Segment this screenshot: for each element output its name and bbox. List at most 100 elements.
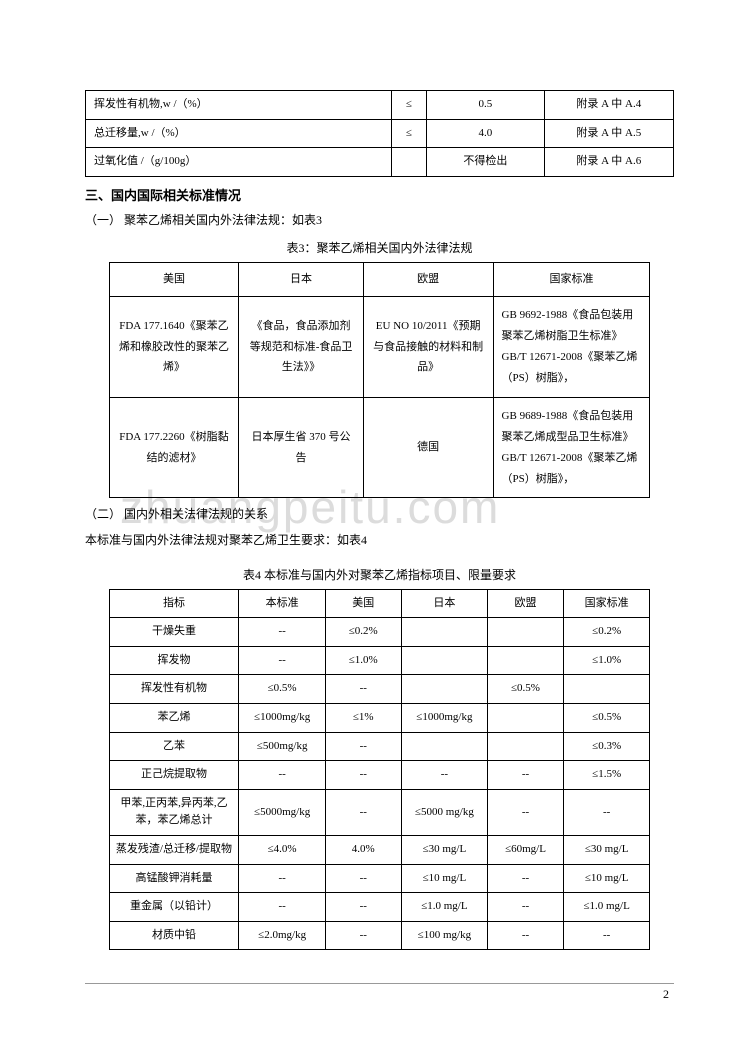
cell: -- xyxy=(239,864,326,893)
table-row: 挥发性有机物,w /（%）≤0.5附录 A 中 A.4 xyxy=(86,91,674,120)
cell-indicator: 高锰酸钾消耗量 xyxy=(109,864,239,893)
table-row: 高锰酸钾消耗量----≤10 mg/L--≤10 mg/L xyxy=(109,864,650,893)
header-cell: 本标准 xyxy=(239,589,326,618)
cell: -- xyxy=(325,761,401,790)
cell: ≤30 mg/L xyxy=(563,835,650,864)
cell: -- xyxy=(239,761,326,790)
header-cell: 欧盟 xyxy=(488,589,564,618)
cell-indicator: 乙苯 xyxy=(109,732,239,761)
cell: -- xyxy=(488,921,564,950)
table-row: FDA 177.1640《聚苯乙烯和橡胶改性的聚苯乙烯》《食品，食品添加剂等规范… xyxy=(109,297,650,398)
cell: -- xyxy=(325,864,401,893)
cell: -- xyxy=(239,618,326,647)
table-row: 总迁移量,w /（%）≤4.0附录 A 中 A.5 xyxy=(86,119,674,148)
para-3-3: 本标准与国内外法律法规对聚苯乙烯卫生要求：如表4 xyxy=(85,530,674,552)
para-3-2: （二） 国内外相关法律法规的关系 xyxy=(85,504,674,526)
cell-indicator: 材质中铅 xyxy=(109,921,239,950)
cell: FDA 177.1640《聚苯乙烯和橡胶改性的聚苯乙烯》 xyxy=(109,297,239,398)
table4-caption: 表4 本标准与国内外对聚苯乙烯指标项目、限量要求 xyxy=(85,566,674,583)
header-cell: 国家标准 xyxy=(493,263,650,297)
table-row: 苯乙烯≤1000mg/kg≤1%≤1000mg/kg≤0.5% xyxy=(109,703,650,732)
cell xyxy=(401,675,488,704)
cell: EU NO 10/2011《预期与食品接触的材料和制品》 xyxy=(363,297,493,398)
cell: ≤2.0mg/kg xyxy=(239,921,326,950)
cell: ≤0.5% xyxy=(488,675,564,704)
cell: -- xyxy=(325,789,401,835)
cell: ≤5000mg/kg xyxy=(239,789,326,835)
cell: -- xyxy=(239,893,326,922)
cell: -- xyxy=(488,761,564,790)
cell: GB 9692-1988《食品包装用聚苯乙烯树脂卫生标准》GB/T 12671-… xyxy=(493,297,650,398)
cell-value: 0.5 xyxy=(427,91,545,120)
cell-ref: 附录 A 中 A.5 xyxy=(544,119,673,148)
cell: 4.0% xyxy=(325,835,401,864)
cell: ≤1.0 mg/L xyxy=(563,893,650,922)
cell: ≤0.5% xyxy=(239,675,326,704)
cell: ≤0.3% xyxy=(563,732,650,761)
cell: ≤1.5% xyxy=(563,761,650,790)
cell xyxy=(488,646,564,675)
page-number: 2 xyxy=(663,987,669,1002)
cell: -- xyxy=(325,893,401,922)
cell: -- xyxy=(563,789,650,835)
cell: ≤0.2% xyxy=(325,618,401,647)
cell: -- xyxy=(488,864,564,893)
cell xyxy=(488,703,564,732)
table-row: 过氧化值 /（g/100g）不得检出附录 A 中 A.6 xyxy=(86,148,674,177)
cell xyxy=(401,618,488,647)
page-content: 挥发性有机物,w /（%）≤0.5附录 A 中 A.4总迁移量,w /（%）≤4… xyxy=(85,90,674,950)
cell: ≤10 mg/L xyxy=(563,864,650,893)
table-row: FDA 177.2260《树脂黏结的滤材》日本厚生省 370 号公告德国GB 9… xyxy=(109,397,650,498)
cell-label: 总迁移量,w /（%） xyxy=(86,119,392,148)
section-3-heading: 三、国内国际相关标准情况 xyxy=(85,185,674,204)
table3-caption: 表3：聚苯乙烯相关国内外法律法规 xyxy=(85,239,674,256)
cell-label: 过氧化值 /（g/100g） xyxy=(86,148,392,177)
cell-op: ≤ xyxy=(391,119,426,148)
cell: 德国 xyxy=(363,397,493,498)
cell xyxy=(401,646,488,675)
table-specs: 挥发性有机物,w /（%）≤0.5附录 A 中 A.4总迁移量,w /（%）≤4… xyxy=(85,90,674,177)
table-row: 挥发物--≤1.0%≤1.0% xyxy=(109,646,650,675)
table-comparison: 指标本标准美国日本欧盟国家标准干燥失重--≤0.2%≤0.2%挥发物--≤1.0… xyxy=(109,589,651,951)
cell-indicator: 苯乙烯 xyxy=(109,703,239,732)
cell: FDA 177.2260《树脂黏结的滤材》 xyxy=(109,397,239,498)
table-row: 重金属（以铅计）----≤1.0 mg/L--≤1.0 mg/L xyxy=(109,893,650,922)
table-row: 乙苯≤500mg/kg-- ≤0.3% xyxy=(109,732,650,761)
cell-indicator: 重金属（以铅计） xyxy=(109,893,239,922)
cell-indicator: 干燥失重 xyxy=(109,618,239,647)
para-3-1: （一） 聚苯乙烯相关国内外法律法规：如表3 xyxy=(85,210,674,232)
cell: -- xyxy=(325,732,401,761)
header-cell: 国家标准 xyxy=(563,589,650,618)
cell: -- xyxy=(239,646,326,675)
cell: -- xyxy=(401,761,488,790)
cell xyxy=(563,675,650,704)
table-row: 干燥失重--≤0.2%≤0.2% xyxy=(109,618,650,647)
cell: ≤500mg/kg xyxy=(239,732,326,761)
cell: -- xyxy=(488,893,564,922)
cell: ≤100 mg/kg xyxy=(401,921,488,950)
cell-label: 挥发性有机物,w /（%） xyxy=(86,91,392,120)
cell xyxy=(488,618,564,647)
cell-op: ≤ xyxy=(391,91,426,120)
header-cell: 美国 xyxy=(109,263,239,297)
cell: ≤0.2% xyxy=(563,618,650,647)
table-row: 蒸发残渣/总迁移/提取物≤4.0%4.0%≤30 mg/L≤60mg/L≤30 … xyxy=(109,835,650,864)
cell: GB 9689-1988《食品包装用聚苯乙烯成型品卫生标准》GB/T 12671… xyxy=(493,397,650,498)
cell-op xyxy=(391,148,426,177)
cell: ≤0.5% xyxy=(563,703,650,732)
cell: ≤1.0% xyxy=(563,646,650,675)
cell: -- xyxy=(563,921,650,950)
cell: ≤30 mg/L xyxy=(401,835,488,864)
header-cell: 欧盟 xyxy=(363,263,493,297)
cell-indicator: 甲苯,正丙苯,异丙苯,乙苯，苯乙烯总计 xyxy=(109,789,239,835)
footer-rule xyxy=(85,983,674,984)
cell-indicator: 蒸发残渣/总迁移/提取物 xyxy=(109,835,239,864)
cell: ≤60mg/L xyxy=(488,835,564,864)
cell: ≤1000mg/kg xyxy=(401,703,488,732)
cell-ref: 附录 A 中 A.6 xyxy=(544,148,673,177)
cell-indicator: 正己烷提取物 xyxy=(109,761,239,790)
cell-indicator: 挥发物 xyxy=(109,646,239,675)
cell xyxy=(488,732,564,761)
cell: ≤5000 mg/kg xyxy=(401,789,488,835)
header-cell: 日本 xyxy=(401,589,488,618)
